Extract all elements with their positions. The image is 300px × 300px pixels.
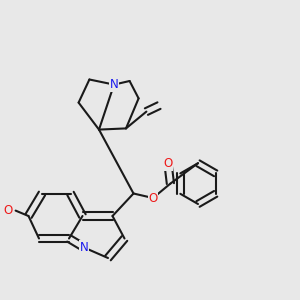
Text: O: O: [3, 204, 12, 217]
Text: O: O: [148, 191, 158, 205]
Text: O: O: [164, 157, 172, 170]
Text: N: N: [80, 241, 88, 254]
Text: N: N: [110, 78, 118, 91]
